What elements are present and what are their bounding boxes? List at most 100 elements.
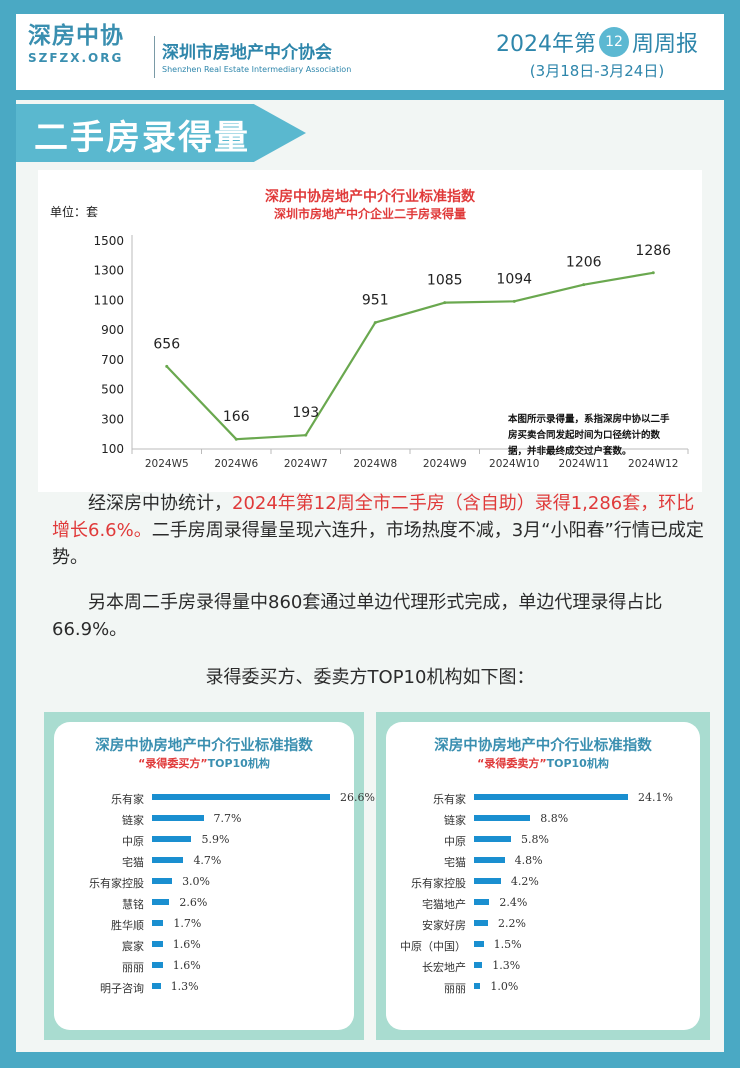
x-tick-label: 2024W5 [145,458,189,470]
seller-subtitle-highlight: “录得委卖方” [477,757,547,770]
chart-title: 深房中协房地产中介行业标准指数 [265,189,475,205]
bar-value: 4.8% [514,854,543,867]
logo-divider [154,36,155,78]
bar-label: 丽丽 [444,982,466,995]
bar-row: 乐有家 26.6% [54,788,375,809]
x-tick-label: 2024W7 [284,458,328,470]
bar [474,920,489,926]
data-label: 1286 [635,243,671,259]
logo-domain: SZFZX.ORG [28,51,124,65]
bar-value: 8.8% [540,812,569,825]
bar [152,815,204,821]
y-tick-label: 300 [101,412,124,426]
x-tick-label: 2024W11 [559,458,609,470]
bar-row: 慧铭 2.6% [54,893,354,914]
data-label: 166 [223,409,250,425]
bar-label: 链家 [122,814,144,827]
bar-value: 24.1% [638,791,673,804]
chart-note: 本图所示录得量，系指深房中协以二手房买卖合同发起时间为口径统计的数据，并非最终成… [508,414,670,457]
bar [152,836,192,842]
bar [152,794,330,800]
bar-value: 3.0% [182,875,211,888]
bar [474,878,501,884]
bar [474,983,481,989]
bar-row: 宸家 1.6% [54,935,354,956]
week-number-badge: 12 [598,27,629,57]
agency-paragraph: 另本周二手房录得量中860套通过单边代理形式完成，单边代理录得占比66.9%。 [52,592,663,640]
bar-label: 宸家 [122,940,144,953]
bar-value: 2.4% [499,896,528,909]
buyer-top10-card: 深房中协房地产中介行业标准指数 “录得委买方”TOP10机构 乐有家 26.6% 链… [44,712,375,1040]
report-title: 2024年第 12 周周报 (3月18日-3月24日) [496,26,698,81]
x-tick-label: 2024W8 [353,458,397,470]
bar-value: 4.7% [193,854,222,867]
seller-bar-list: 乐有家 24.1% 链家 8.8% 中原 5.8% 宅猫 4.8% 乐有家控股 4.2% 宅猫地产 2… [386,788,700,998]
org-name-en: Shenzhen Real Estate Intermediary Associ… [162,65,352,74]
bar-value: 26.6% [340,791,375,804]
bar [152,899,170,905]
data-point [373,321,377,325]
bar-row: 宅猫地产 2.4% [386,893,700,914]
bar-row: 链家 7.7% [54,809,354,830]
bar [152,857,184,863]
y-tick-label: 900 [101,323,124,337]
logo-text: 深房中协 [28,23,124,49]
bar-row: 宅猫 4.8% [386,851,700,872]
buyer-bar-list: 乐有家 26.6% 链家 7.7% 中原 5.9% 宅猫 4.7% 乐有家控股 3.0% 慧铭 2.6… [54,788,375,998]
bar-value: 2.6% [179,896,208,909]
org-block: 深圳市房地产中介协会 Shenzhen Real Estate Intermed… [162,38,351,74]
bar-value: 1.3% [492,959,521,972]
x-tick-label: 2024W10 [489,458,539,470]
bar-row: 链家 8.8% [386,809,700,830]
bar-row: 乐有家控股 4.2% [386,872,700,893]
buyer-subtitle-rest: TOP10机构 [207,757,270,770]
report-header: 深房中协 SZFZX.ORG 深圳市房地产中介协会 Shenzhen Real … [16,14,724,90]
data-label: 1094 [496,271,532,287]
bar-row: 乐有家 24.1% [386,788,700,809]
seller-top10-title: 深房中协房地产中介行业标准指数 [434,738,652,754]
buyer-subtitle-highlight: “录得委买方” [138,757,208,770]
y-tick-label: 100 [101,442,124,456]
line-chart-card: 深房中协房地产中介行业标准指数 深圳市房地产中介企业二手房录得量 100 300 5… [38,170,702,492]
data-point [512,299,516,303]
seller-top10-inner: 深房中协房地产中介行业标准指数 “录得委卖方”TOP10机构 乐有家 24.1% 链… [386,722,700,1030]
bar-label: 丽丽 [122,961,144,974]
szfzx-logo: 深房中协 SZFZX.ORG [28,22,124,65]
main-panel: 二手房录得量 深房中协房地产中介行业标准指数 深圳市房地产中介企业二手房录得量 … [16,100,724,1052]
line-chart: 100 300 500 700 900 1100 1300 1500 2024W5 2024W6 2… [93,234,689,470]
bar [152,983,161,989]
bar-value: 4.2% [510,875,539,888]
bar-value: 2.2% [498,917,526,930]
bar-row: 丽丽 1.0% [386,977,700,998]
bar-label: 安家好房 [422,919,466,932]
bar-value: 5.9% [201,833,230,846]
buyer-top10-subtitle: “录得委买方”TOP10机构 [54,755,354,771]
org-name: 深圳市房地产中介协会 [162,43,332,63]
bar-row: 长宏地产 1.3% [386,956,700,977]
seller-top10-card: 深房中协房地产中介行业标准指数 “录得委卖方”TOP10机构 乐有家 24.1% 链… [376,712,710,1040]
y-tick-label: 1300 [93,264,124,278]
summary-highlight: 2024年第12周全市二手房（含自助）录得1,286套，环比增长6.6%。 [52,493,695,541]
bar-label: 长宏地产 [422,961,466,974]
data-point [304,433,308,437]
bar-row: 中原 5.9% [54,830,354,851]
x-tick-label: 2024W9 [423,458,467,470]
bar-row: 宅猫 4.7% [54,851,354,872]
bar-label: 乐有家 [111,793,144,806]
date-range: (3月18日-3月24日) [529,62,665,80]
seller-top10-subtitle: “录得委卖方”TOP10机构 [386,755,700,771]
bar-row: 中原（中国） 1.5% [386,935,700,956]
bar [152,962,163,968]
bar-row: 丽丽 1.6% [54,956,354,977]
bar-value: 1.0% [490,980,519,993]
buyer-top10-title: 深房中协房地产中介行业标准指数 [95,738,313,754]
bar-value: 7.7% [213,812,242,825]
bar [152,878,173,884]
bar-label: 中原 [444,835,466,848]
bar-label: 宅猫地产 [422,898,466,911]
data-point [165,364,169,368]
bar-row: 安家好房 2.2% [386,914,700,935]
chart-subtitle: 深圳市房地产中介企业二手房录得量 [273,207,466,221]
bar-label: 链家 [444,814,466,827]
bar-label: 明子咨询 [100,982,144,995]
